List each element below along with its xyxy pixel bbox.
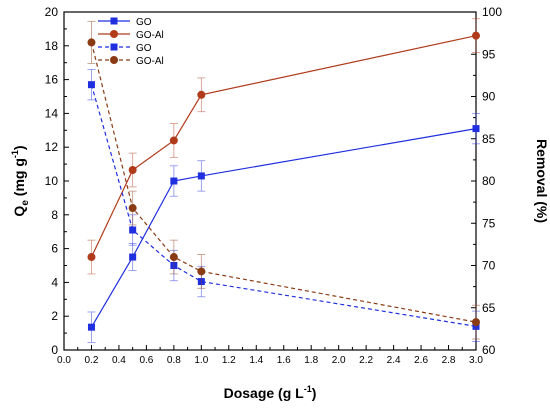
y-right-tick-label: 60	[482, 343, 496, 357]
series-line	[90, 35, 477, 258]
y-right-tick-label: 65	[482, 301, 496, 315]
x-tick-label: 1.6	[277, 355, 291, 366]
y-right-tick-label: 95	[482, 47, 496, 61]
x-tick-label: 2.4	[387, 355, 401, 366]
series-line	[90, 84, 477, 327]
y-left-axis-title: Qe (mg g-1)	[10, 145, 31, 216]
x-tick-label: 1.8	[304, 355, 318, 366]
series-1	[87, 18, 480, 275]
y-left-tick-label: 14	[45, 106, 59, 120]
y-right-tick-label: 85	[482, 132, 496, 146]
series-2	[87, 69, 480, 342]
y-left-tick-label: 6	[51, 242, 58, 256]
data-point	[87, 253, 96, 262]
x-tick-label: 3.0	[469, 355, 483, 366]
y-left-tick-label: 2	[51, 309, 58, 323]
x-tick-label: 0.0	[57, 355, 71, 366]
data-point	[128, 204, 137, 213]
data-point	[197, 267, 206, 276]
y-right-tick-label: 70	[482, 259, 496, 273]
y-left-tick-label: 18	[45, 39, 59, 53]
legend-item: GO	[98, 17, 152, 28]
data-point	[129, 253, 137, 261]
data-point	[197, 90, 206, 99]
y-right-tick-label: 90	[482, 90, 496, 104]
data-point	[472, 31, 480, 40]
series-3	[87, 20, 480, 340]
x-axis-title: Dosage (g L-1)	[224, 384, 317, 401]
x-tick-label: 0.4	[112, 355, 126, 366]
x-tick-label: 0.2	[85, 355, 99, 366]
data-point	[128, 166, 137, 175]
x-tick-label: 1.4	[249, 355, 263, 366]
data-point	[170, 177, 178, 185]
data-point	[87, 323, 95, 331]
legend-label: GO	[136, 43, 152, 54]
legend: GO GO-Al GO GO-Al	[98, 17, 164, 67]
series-0	[87, 113, 480, 343]
legend-label: GO-Al	[136, 56, 164, 67]
y-left-tick-label: 12	[45, 140, 59, 154]
x-tick-label: 2.2	[359, 355, 373, 366]
ticks-layer: 0.0 0.2 0.4 0.6 0.8 1.0 1.2 1.4 1.6 1.8 2.0 2.2 2.4 2…	[45, 5, 503, 366]
data-point	[472, 318, 480, 327]
y-left-tick-label: 20	[45, 5, 59, 19]
series-line	[90, 42, 477, 323]
y-left-tick-label: 10	[45, 174, 59, 188]
data-point	[169, 136, 178, 145]
x-tick-label: 0.8	[167, 355, 181, 366]
y-right-tick-label: 100	[482, 5, 502, 19]
legend-item: GO-Al	[98, 30, 164, 41]
data-point	[129, 226, 137, 234]
x-tick-label: 2.8	[442, 355, 456, 366]
legend-item: GO-Al	[98, 56, 164, 67]
x-tick-label: 0.6	[139, 355, 153, 366]
x-tick-label: 1.2	[222, 355, 236, 366]
legend-item: GO	[98, 43, 152, 54]
legend-marker	[110, 56, 118, 64]
data-point	[472, 125, 480, 133]
legend-marker	[110, 17, 118, 25]
x-tick-label: 2.6	[414, 355, 428, 366]
legend-label: GO	[136, 17, 152, 28]
x-tick-label: 1.0	[194, 355, 208, 366]
legend-label: GO-Al	[136, 30, 164, 41]
legend-marker	[110, 43, 118, 51]
data-point	[169, 253, 178, 262]
y-left-tick-label: 0	[51, 343, 58, 357]
y-right-tick-label: 75	[482, 216, 496, 230]
y-left-tick-label: 16	[45, 73, 59, 87]
y-right-tick-label: 80	[482, 174, 496, 188]
y-right-axis-title: Removal (%)	[534, 139, 550, 223]
x-tick-label: 2.0	[332, 355, 346, 366]
y-left-tick-label: 8	[51, 208, 58, 222]
data-point	[197, 172, 205, 180]
data-point	[87, 38, 96, 47]
legend-marker	[110, 30, 118, 38]
series-layer	[87, 18, 480, 343]
y-left-tick-label: 4	[51, 275, 58, 289]
data-point	[87, 81, 95, 89]
